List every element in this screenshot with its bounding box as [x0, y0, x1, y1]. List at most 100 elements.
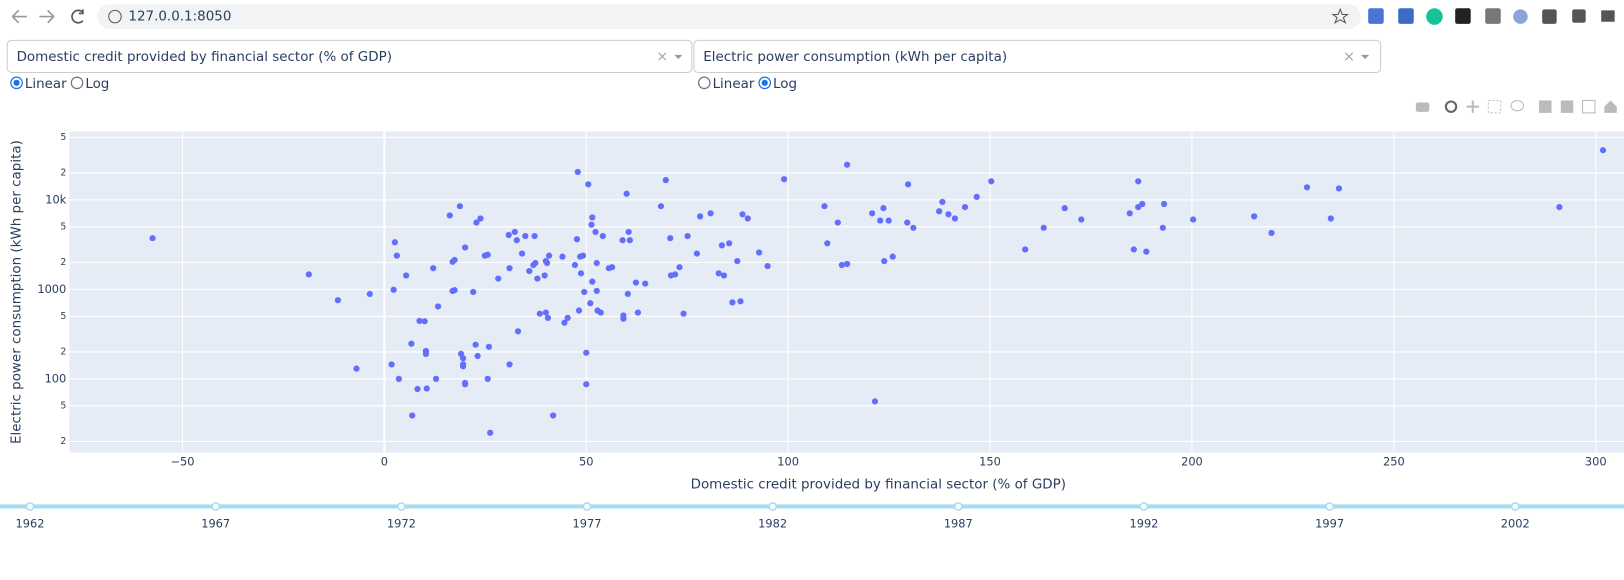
slider-mark-dot[interactable] — [211, 502, 221, 511]
year-slider-track[interactable] — [0, 504, 1624, 509]
y-dropdown-value: Electric power consumption (kWh per capi… — [703, 50, 1007, 65]
data-point — [422, 350, 430, 358]
data-point — [1599, 147, 1607, 154]
data-point — [416, 317, 423, 325]
data-point — [1268, 229, 1275, 237]
data-point — [671, 271, 679, 278]
data-point — [514, 328, 522, 335]
y-tick-label: 1000 — [37, 282, 66, 296]
extension-icon[interactable] — [1398, 8, 1414, 24]
data-point — [459, 355, 467, 362]
data-point — [626, 237, 633, 244]
pan-button[interactable] — [1466, 100, 1480, 113]
data-point — [573, 236, 581, 243]
data-point — [485, 343, 493, 350]
slider-mark-dot[interactable] — [396, 502, 406, 511]
zoom-in-button[interactable] — [1539, 100, 1552, 113]
x-dropdown[interactable] — [6, 39, 693, 74]
extensions-menu[interactable] — [1572, 9, 1586, 23]
extension-icon[interactable] — [1426, 8, 1443, 25]
data-point — [593, 259, 600, 267]
box-select-button[interactable] — [1487, 99, 1502, 114]
slider-mark-dot[interactable] — [582, 502, 592, 511]
lasso-button[interactable] — [1510, 99, 1525, 112]
y-tick-label: 2 — [60, 436, 66, 447]
plot-area — [69, 131, 1624, 453]
zoom-button[interactable] — [1444, 100, 1458, 113]
slider-mark-label: 1977 — [573, 517, 602, 531]
slider-mark-dot[interactable] — [1139, 502, 1149, 511]
x-tick-label: 150 — [979, 454, 1001, 468]
dropdown-arrow[interactable] — [674, 54, 683, 60]
address-bar[interactable] — [97, 4, 1361, 30]
data-point — [619, 237, 626, 244]
reload-button[interactable] — [71, 9, 84, 24]
data-point — [305, 271, 312, 278]
data-point — [904, 219, 911, 226]
slider-mark-dot[interactable] — [953, 502, 963, 511]
radio-label: Log — [773, 77, 797, 92]
slider-mark-dot[interactable] — [25, 502, 35, 511]
data-point — [561, 319, 568, 326]
y-dropdown[interactable] — [693, 39, 1382, 74]
radio-button[interactable] — [70, 76, 84, 90]
data-point — [718, 242, 726, 249]
data-point — [542, 309, 549, 316]
data-point — [585, 181, 592, 188]
data-point — [707, 210, 714, 217]
data-point — [1335, 185, 1343, 192]
data-point — [843, 260, 851, 268]
data-point — [634, 309, 642, 316]
slider-mark-dot[interactable] — [1510, 502, 1520, 511]
data-point — [334, 297, 342, 304]
data-point — [589, 278, 596, 285]
data-point — [545, 252, 553, 259]
forward-button[interactable] — [39, 9, 55, 24]
bookmark-star[interactable] — [1331, 7, 1350, 25]
extension-icon[interactable] — [1485, 8, 1501, 24]
slider-mark-dot[interactable] — [768, 502, 778, 511]
clear-icon[interactable] — [658, 52, 667, 61]
radio-button[interactable] — [697, 76, 711, 90]
data-point — [366, 290, 373, 298]
autoscale-button[interactable] — [1582, 99, 1596, 114]
data-point — [577, 270, 585, 277]
data-point — [676, 264, 683, 271]
clear-icon[interactable] — [1345, 52, 1354, 61]
data-point — [353, 365, 360, 372]
extension-icon[interactable] — [1368, 8, 1384, 24]
data-point — [477, 215, 484, 222]
zoom-out-button[interactable] — [1560, 100, 1574, 113]
data-point — [583, 349, 590, 356]
data-point — [583, 381, 590, 388]
data-point — [522, 232, 529, 240]
x-dropdown-value: Domestic credit provided by financial se… — [17, 50, 392, 65]
radio-label: Linear — [25, 77, 67, 92]
dropdown-arrow[interactable] — [1360, 54, 1370, 60]
data-point — [395, 375, 402, 382]
data-point — [550, 412, 557, 419]
extension-icon[interactable] — [1455, 8, 1471, 24]
data-point — [1061, 205, 1068, 212]
url: 127.0.0.1:8050 — [128, 10, 231, 25]
data-point — [693, 250, 700, 257]
data-point — [484, 251, 491, 258]
data-point — [1159, 224, 1166, 231]
slider-mark-dot[interactable] — [1325, 502, 1335, 511]
camera-button[interactable] — [1415, 102, 1430, 112]
back-button[interactable] — [11, 9, 27, 24]
data-point — [592, 228, 599, 236]
scatter-plot: −50 0 50 100 150 200 250 300 2 5 100 2 5 1000 2 5 10k 2 5 — [37, 131, 1624, 468]
extension-icon[interactable] — [1513, 9, 1528, 24]
site-info-icon[interactable] — [108, 9, 122, 24]
data-point — [505, 231, 512, 239]
reading-list[interactable] — [1601, 10, 1615, 22]
reset-axes-button[interactable] — [1604, 100, 1617, 113]
data-point — [871, 398, 879, 405]
data-point — [451, 256, 458, 264]
data-point — [599, 232, 606, 240]
extension-icon[interactable] — [1542, 9, 1557, 24]
y-tick-label: 5 — [60, 400, 66, 411]
y-tick-label: 2 — [60, 346, 66, 357]
